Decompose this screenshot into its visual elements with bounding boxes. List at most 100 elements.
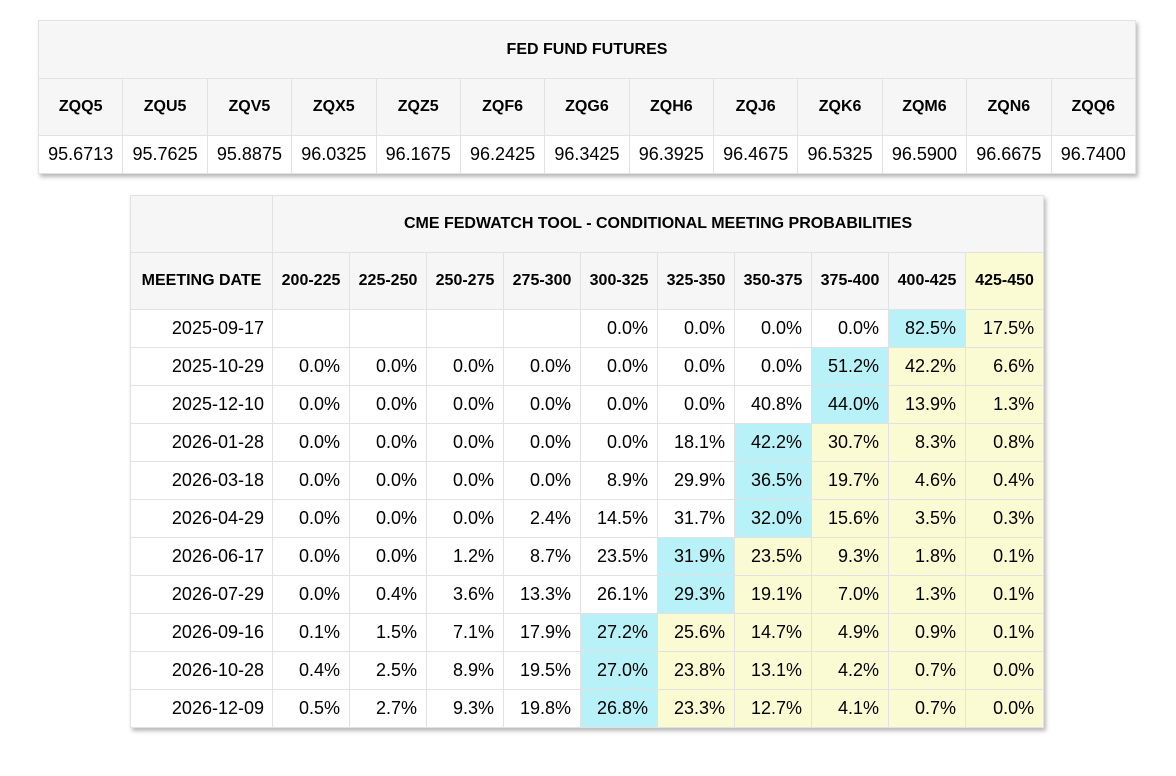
probability-cell: 1.8% [888, 537, 966, 576]
probability-cell: 0.0% [349, 423, 427, 462]
rate-range-header: 375-400 [811, 252, 889, 310]
rate-range-header: 400-425 [888, 252, 966, 310]
probability-cell: 0.0% [272, 499, 350, 538]
probability-cell: 0.1% [964, 575, 1045, 614]
meeting-row: 2025-12-10 0.0% 0.0% 0.0% 0.0% 0.0% 0.0% 40.8% 4… [130, 385, 1045, 424]
fedwatch-probabilities-table: CME FEDWATCH TOOL - CONDITIONAL MEETING … [130, 195, 1045, 728]
meeting-date: 2026-07-29 [130, 575, 273, 614]
probability-cell: 19.5% [503, 651, 581, 690]
probability-cell: 0.0% [503, 347, 581, 386]
probability-cell: 0.7% [888, 689, 966, 728]
contract-code: ZQX5 [291, 78, 377, 136]
contract-code: ZQJ6 [712, 78, 799, 136]
probability-cell: 0.0% [734, 347, 812, 386]
probability-cell: 0.0% [657, 309, 735, 348]
meeting-row: 2026-07-29 0.0% 0.4% 3.6% 13.3% 26.1% 29.3% 19.… [130, 575, 1045, 614]
probability-cell: 0.0% [503, 385, 581, 424]
probability-cell: 0.4% [964, 461, 1045, 500]
contract-code: ZQG6 [544, 78, 630, 136]
futures-title: FED FUND FUTURES [38, 20, 1136, 79]
probability-cell: 0.4% [272, 651, 350, 690]
meeting-date-header: MEETING DATE [130, 252, 273, 310]
probability-cell: 17.5% [964, 309, 1045, 348]
probability-cell: 13.3% [503, 575, 581, 614]
probability-cell: 0.0% [272, 423, 350, 462]
meeting-row: 2026-06-17 0.0% 0.0% 1.2% 8.7% 23.5% 31.9% 23.5… [130, 537, 1045, 576]
probability-cell: 0.0% [580, 385, 658, 424]
probability-cell: 0.0% [503, 423, 581, 462]
probability-cell: 14.7% [734, 613, 812, 652]
rate-range-header: 325-350 [657, 252, 735, 310]
probability-cell: 32.0% [734, 499, 812, 538]
contract-code: ZQF6 [459, 78, 546, 136]
probability-cell: 0.0% [657, 347, 735, 386]
probability-cell: 7.0% [811, 575, 889, 614]
probability-cell: 44.0% [811, 385, 889, 424]
probability-cell: 0.1% [964, 537, 1045, 576]
contract-price: 95.7625 [122, 135, 208, 174]
probability-cell: 42.2% [734, 423, 812, 462]
probability-cell: 3.6% [426, 575, 504, 614]
probability-cell: 31.7% [657, 499, 735, 538]
probability-cell: 0.0% [503, 461, 581, 500]
probability-cell: 0.0% [349, 347, 427, 386]
probability-cell: 27.2% [580, 613, 658, 652]
meeting-date: 2025-12-10 [130, 385, 273, 424]
probability-cell: 4.2% [811, 651, 889, 690]
probability-cell: 0.0% [349, 461, 427, 500]
probability-cell: 0.0% [272, 537, 350, 576]
contract-price: 95.8875 [206, 135, 293, 174]
contract-price: 96.0325 [291, 135, 377, 174]
probability-cell: 23.5% [580, 537, 658, 576]
probabilities-title: CME FEDWATCH TOOL - CONDITIONAL MEETING … [271, 195, 1045, 253]
contract-price: 96.6675 [966, 135, 1052, 174]
probability-cell: 0.1% [272, 613, 350, 652]
meeting-date: 2025-09-17 [130, 309, 273, 348]
meeting-row: 2026-09-16 0.1% 1.5% 7.1% 17.9% 27.2% 25.6% 14.… [130, 613, 1045, 652]
meeting-date: 2025-10-29 [130, 347, 273, 386]
contract-code: ZQM6 [881, 78, 968, 136]
rate-range-header: 350-375 [734, 252, 812, 310]
probability-cell: 0.0% [734, 309, 812, 348]
meeting-row: 2026-12-09 0.5% 2.7% 9.3% 19.8% 26.8% 23.3% 12.… [130, 689, 1045, 728]
probability-cell: 18.1% [657, 423, 735, 462]
probability-cell: 0.1% [964, 613, 1045, 652]
probability-cell: 0.0% [580, 423, 658, 462]
probability-cell: 8.9% [580, 461, 658, 500]
contract-code: ZQN6 [966, 78, 1052, 136]
probability-cell: 6.6% [964, 347, 1045, 386]
probability-cell: 17.9% [503, 613, 581, 652]
probability-cell: 25.6% [657, 613, 735, 652]
meeting-date: 2026-10-28 [130, 651, 273, 690]
fed-fund-futures-table: FED FUND FUTURES ZQQ5 ZQU5 ZQV5 ZQX5 ZQZ5 ZQF… [37, 20, 1136, 174]
probability-cell: 2.7% [349, 689, 427, 728]
contract-price: 96.5325 [797, 135, 883, 174]
probability-cell: 0.0% [657, 385, 735, 424]
rate-range-header: 300-325 [580, 252, 658, 310]
probability-cell: 4.9% [811, 613, 889, 652]
probability-cell: 4.1% [811, 689, 889, 728]
probability-cell: 0.0% [426, 423, 504, 462]
probability-cell: 0.0% [964, 651, 1045, 690]
contract-code: ZQQ6 [1050, 78, 1136, 136]
rate-range-header: 275-300 [503, 252, 581, 310]
probability-cell: 0.0% [349, 537, 427, 576]
contract-price: 96.7400 [1050, 135, 1136, 174]
probability-cell: 13.9% [888, 385, 966, 424]
probability-cell: 3.5% [888, 499, 966, 538]
probability-cell: 0.8% [964, 423, 1045, 462]
probability-cell: 19.1% [734, 575, 812, 614]
contract-code: ZQZ5 [375, 78, 461, 136]
meeting-row: 2026-01-28 0.0% 0.0% 0.0% 0.0% 0.0% 18.1% 42.2%… [130, 423, 1045, 462]
probability-cell: 2.4% [503, 499, 581, 538]
probability-cell: 0.0% [349, 385, 427, 424]
rate-range-header: 250-275 [426, 252, 504, 310]
probability-cell: 0.0% [426, 499, 504, 538]
meeting-row: 2026-04-29 0.0% 0.0% 0.0% 2.4% 14.5% 31.7% 32.0… [130, 499, 1045, 538]
probability-cell: 8.3% [888, 423, 966, 462]
probability-cell: 0.0% [964, 689, 1045, 728]
probability-cell: 29.3% [657, 575, 735, 614]
rate-range-header: 425-450 [964, 252, 1045, 310]
rate-range-header: 225-250 [349, 252, 427, 310]
probability-cell: 0.0% [349, 499, 427, 538]
